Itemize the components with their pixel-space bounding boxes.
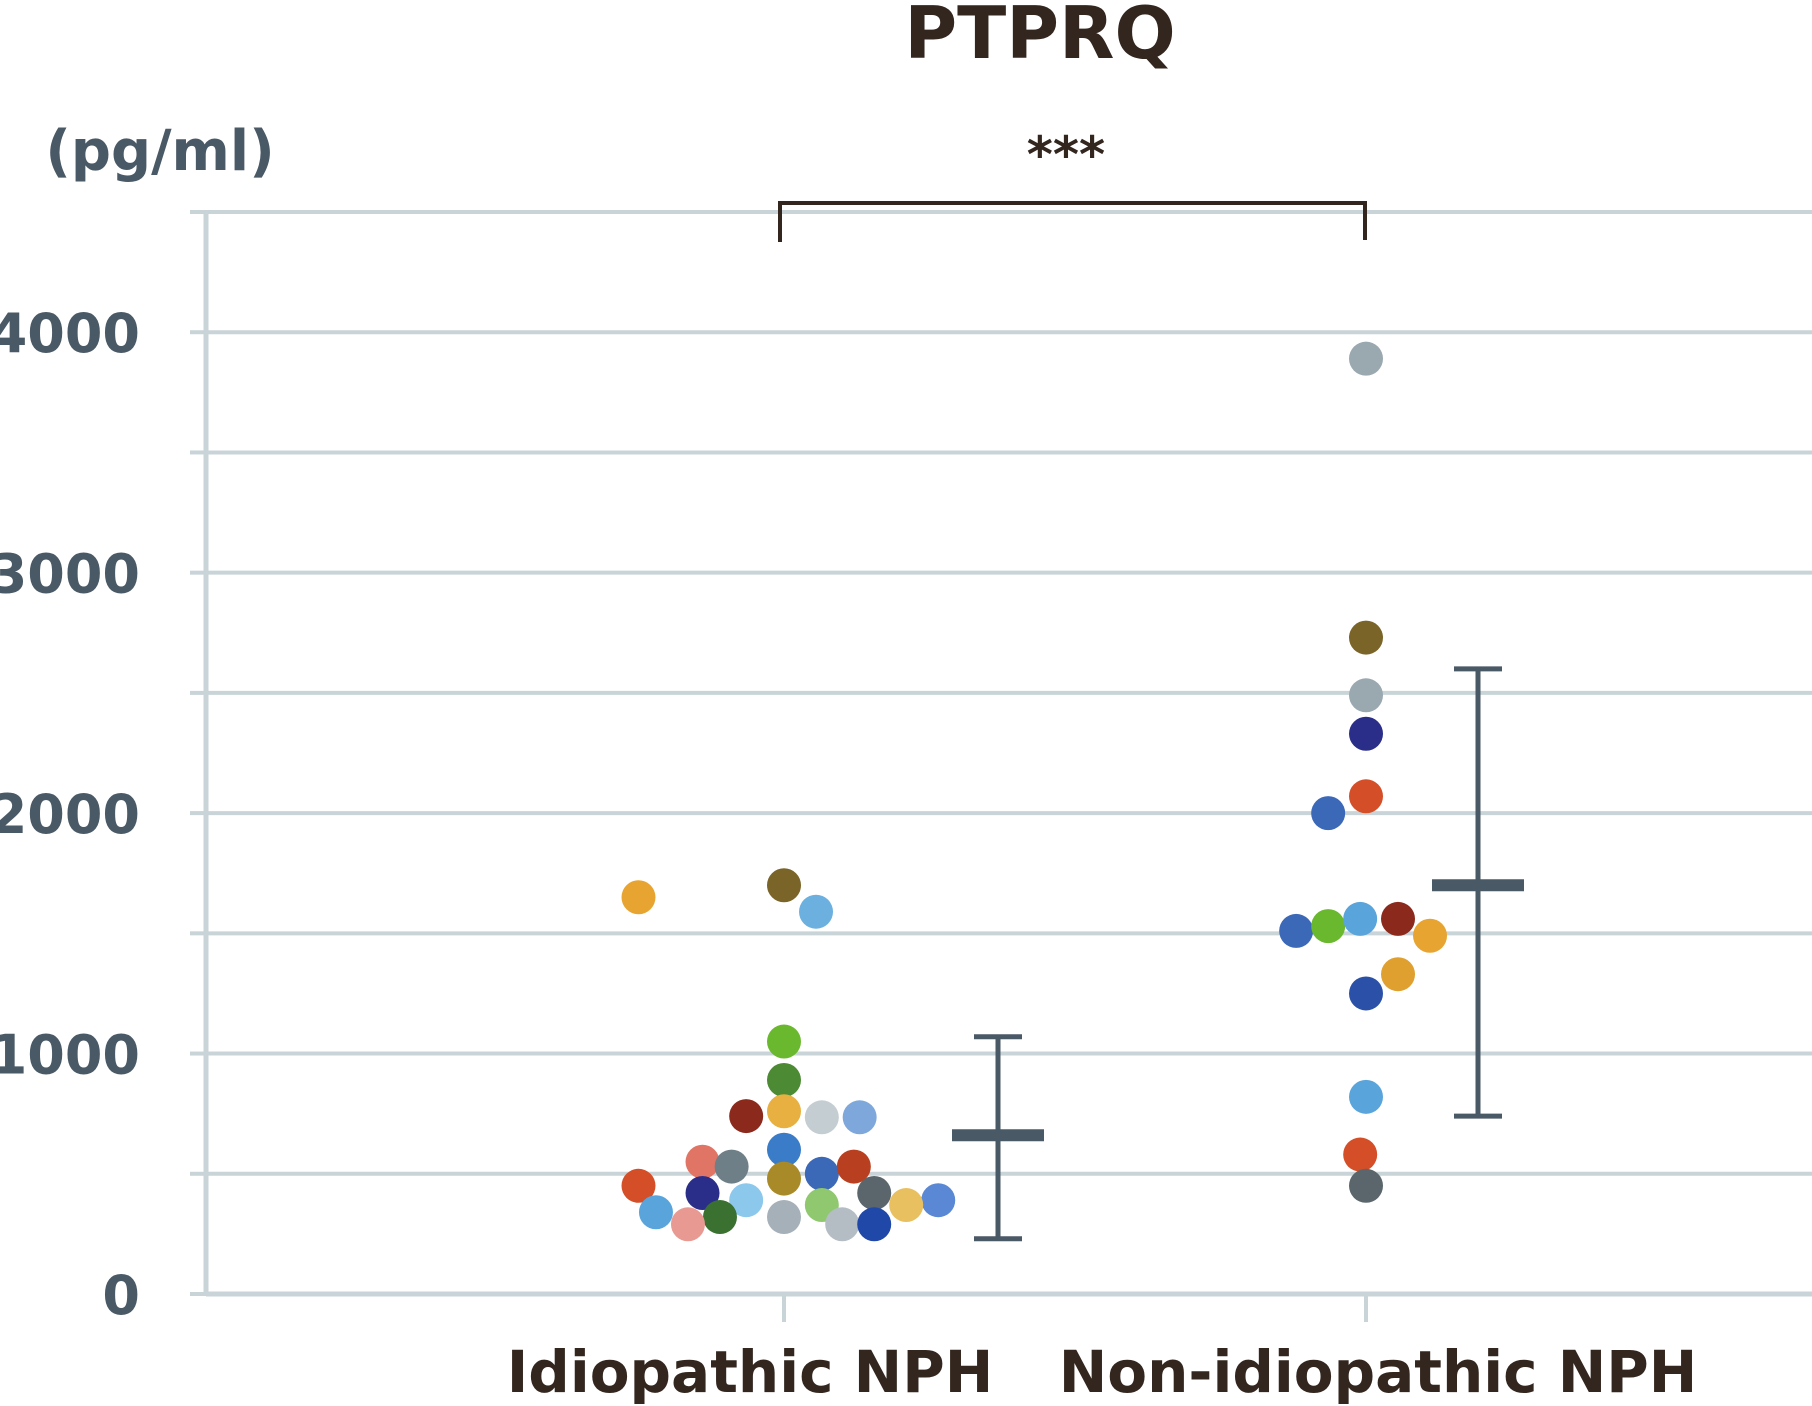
data-point-1-14 [1343, 1137, 1378, 1172]
y-tick-label-3000: 3000 [0, 543, 140, 606]
data-point-1-4 [1349, 779, 1383, 814]
data-point-0-1 [767, 868, 801, 903]
data-point-0-22 [638, 1195, 673, 1230]
significance-bracket: *** [778, 126, 1367, 242]
error-bar-1 [1432, 666, 1524, 1119]
error-bars [952, 666, 1524, 1242]
data-point-0-19 [921, 1183, 956, 1218]
x-tick-labels: Idiopathic NPH Non-idiopathic NPH [507, 1338, 1698, 1406]
data-point-0-20 [889, 1188, 924, 1223]
data-point-0-16 [685, 1176, 720, 1211]
data-point-1-6 [1279, 913, 1314, 948]
data-point-1-3 [1349, 716, 1383, 751]
data-point-1-15 [1349, 1168, 1383, 1203]
data-point-1-9 [1381, 901, 1416, 936]
y-tick-label-0: 0 [102, 1264, 140, 1327]
data-point-1-13 [1349, 1079, 1383, 1114]
data-point-0-26 [825, 1207, 860, 1242]
data-point-0-5 [729, 1099, 764, 1134]
y-axis-unit-label: (pg/ml) [45, 119, 274, 184]
y-tick-label-4000: 4000 [0, 302, 140, 365]
chart-title: PTPRQ [904, 0, 1175, 75]
x-category-label-1: Non-idiopathic NPH [1059, 1338, 1698, 1406]
data-point-0-24 [702, 1200, 737, 1235]
data-point-0-25 [670, 1207, 705, 1242]
significance-label: *** [1027, 126, 1105, 184]
axes [190, 210, 1812, 1322]
data-point-0-6 [767, 1094, 801, 1129]
data-point-0-13 [836, 1149, 871, 1184]
gridlines [206, 210, 1812, 1176]
data-point-0-7 [804, 1100, 839, 1135]
data-point-1-1 [1349, 620, 1383, 655]
data-point-1-10 [1413, 918, 1448, 953]
data-point-1-11 [1381, 957, 1416, 992]
data-point-0-11 [714, 1149, 749, 1184]
data-point-0-0 [621, 880, 656, 915]
data-point-0-15 [621, 1168, 656, 1203]
data-point-1-0 [1349, 341, 1383, 376]
data-point-1-12 [1349, 976, 1383, 1011]
error-bar-0 [952, 1034, 1044, 1242]
data-point-0-27 [857, 1207, 892, 1242]
data-point-0-3 [767, 1024, 801, 1059]
y-tick-label-2000: 2000 [0, 783, 140, 846]
data-point-1-2 [1349, 678, 1383, 713]
data-point-0-10 [685, 1144, 720, 1179]
data-point-0-12 [804, 1156, 839, 1191]
data-point-0-9 [767, 1132, 801, 1167]
data-point-0-2 [799, 894, 834, 929]
data-point-0-14 [767, 1161, 801, 1196]
data-point-1-8 [1343, 901, 1378, 936]
x-category-label-0: Idiopathic NPH [507, 1338, 994, 1406]
significance-bracket-line [778, 201, 1367, 242]
data-points [621, 341, 1448, 1242]
y-tick-label-1000: 1000 [0, 1024, 140, 1087]
data-point-0-8 [842, 1100, 877, 1135]
y-tick-labels: 0 1000 2000 3000 4000 [0, 302, 140, 1327]
data-point-1-5 [1311, 796, 1346, 831]
data-point-1-7 [1311, 909, 1346, 944]
data-point-0-23 [767, 1200, 801, 1235]
data-point-0-18 [729, 1183, 764, 1218]
data-point-0-4 [767, 1063, 801, 1098]
data-point-0-17 [857, 1176, 892, 1211]
